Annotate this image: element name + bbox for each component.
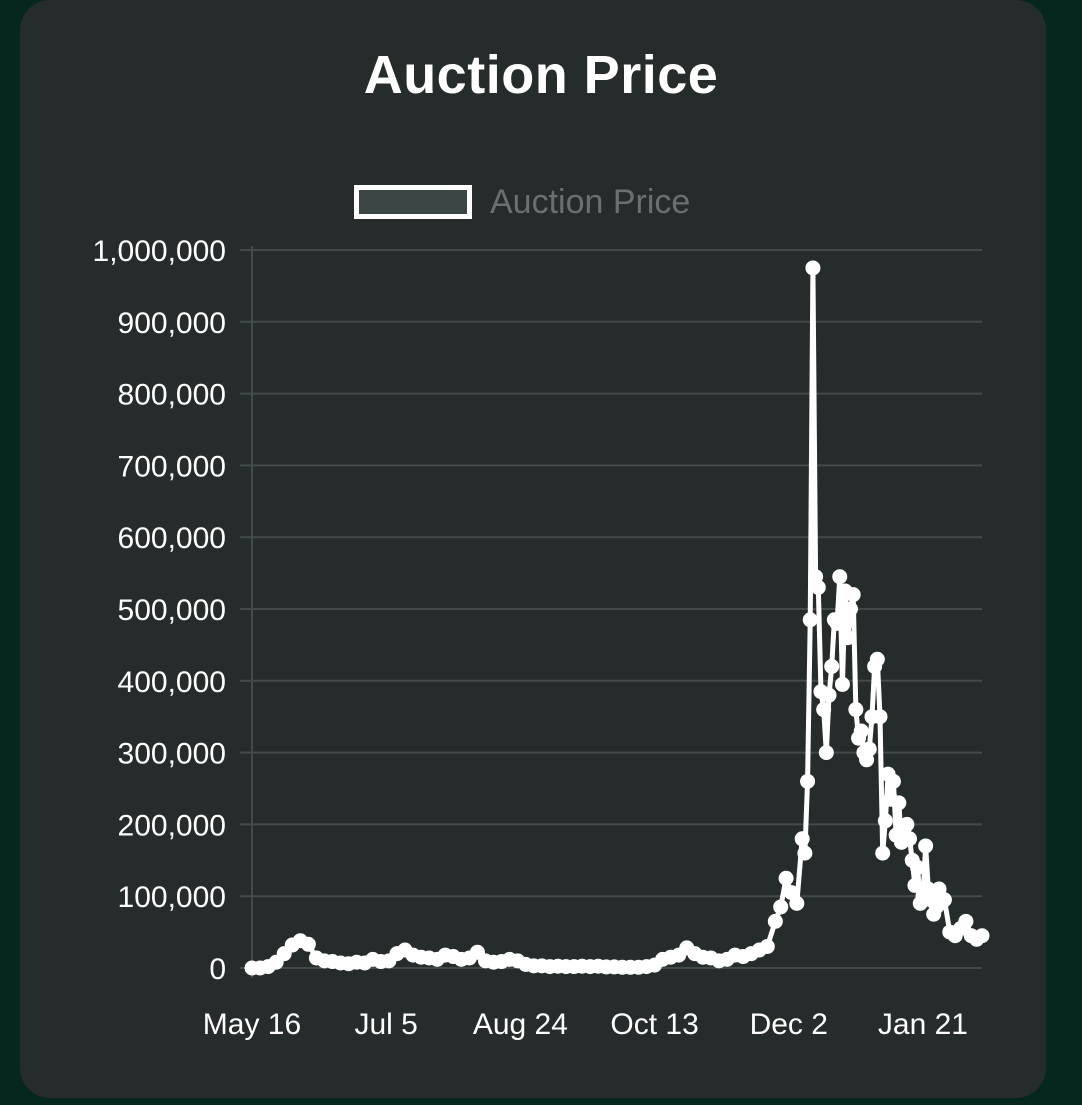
x-tick-label: Oct 13 [610,1008,698,1041]
data-point[interactable] [300,936,316,952]
data-point[interactable] [845,587,861,603]
y-tick-label: 1,000,000 [93,235,226,268]
data-point[interactable] [832,569,848,585]
chart-title: Auction Price [363,45,719,105]
data-point[interactable] [800,773,816,789]
data-point[interactable] [759,938,775,954]
x-tick-label: Jul 5 [355,1008,418,1041]
data-point[interactable] [861,741,877,757]
legend[interactable]: Auction Price [354,180,690,224]
data-point[interactable] [853,723,869,739]
y-tick-label: 800,000 [118,379,226,412]
data-point[interactable] [818,745,834,761]
data-point[interactable] [797,845,813,861]
data-point[interactable] [840,630,856,646]
y-axis: 0 100,000 200,000 300,000 400,000 500,000 600,… [93,235,226,986]
data-point[interactable] [907,877,923,893]
data-point[interactable] [789,895,805,911]
y-tick-label: 100,000 [118,881,226,914]
data-point[interactable] [816,702,832,718]
x-tick-label: Jan 21 [878,1008,968,1041]
series-line [252,265,984,971]
data-point[interactable] [810,579,826,595]
data-point[interactable] [848,702,864,718]
data-point[interactable] [899,816,915,832]
data-point[interactable] [936,892,952,908]
data-point[interactable] [794,831,810,847]
data-point[interactable] [767,913,783,929]
data-point[interactable] [902,831,918,847]
legend-label: Auction Price [490,182,691,221]
chart-card [20,0,1046,1098]
data-point[interactable] [918,838,934,854]
y-tick-label: 600,000 [118,522,226,555]
plot-area [244,260,990,976]
data-point[interactable] [910,859,926,875]
y-tick-label: 300,000 [118,738,226,771]
data-point[interactable] [891,795,907,811]
y-tick-label: 200,000 [118,809,226,842]
data-point[interactable] [824,658,840,674]
data-point[interactable] [805,260,821,276]
data-point[interactable] [834,676,850,692]
x-axis: May 16 Jul 5 Aug 24 Oct 13 Dec 2 Jan 21 [203,1008,968,1041]
data-point[interactable] [778,870,794,886]
y-tick-label: 500,000 [118,594,226,627]
data-point[interactable] [773,899,789,915]
data-point[interactable] [872,709,888,725]
grid [240,246,982,978]
x-tick-label: Aug 24 [473,1008,568,1041]
y-tick-label: 700,000 [118,450,226,483]
y-tick-label: 400,000 [118,666,226,699]
data-point[interactable] [974,928,990,944]
data-point[interactable] [821,687,837,703]
data-point[interactable] [958,913,974,929]
legend-swatch [354,185,472,219]
y-tick-label: 0 [209,953,226,986]
data-point[interactable] [869,651,885,667]
data-point[interactable] [842,601,858,617]
x-tick-label: Dec 2 [750,1008,828,1041]
x-tick-label: May 16 [203,1008,301,1041]
data-point[interactable] [877,813,893,829]
data-point[interactable] [875,845,891,861]
data-point[interactable] [829,615,845,631]
y-tick-label: 900,000 [118,307,226,340]
data-point[interactable] [885,773,901,789]
data-point[interactable] [802,612,818,628]
